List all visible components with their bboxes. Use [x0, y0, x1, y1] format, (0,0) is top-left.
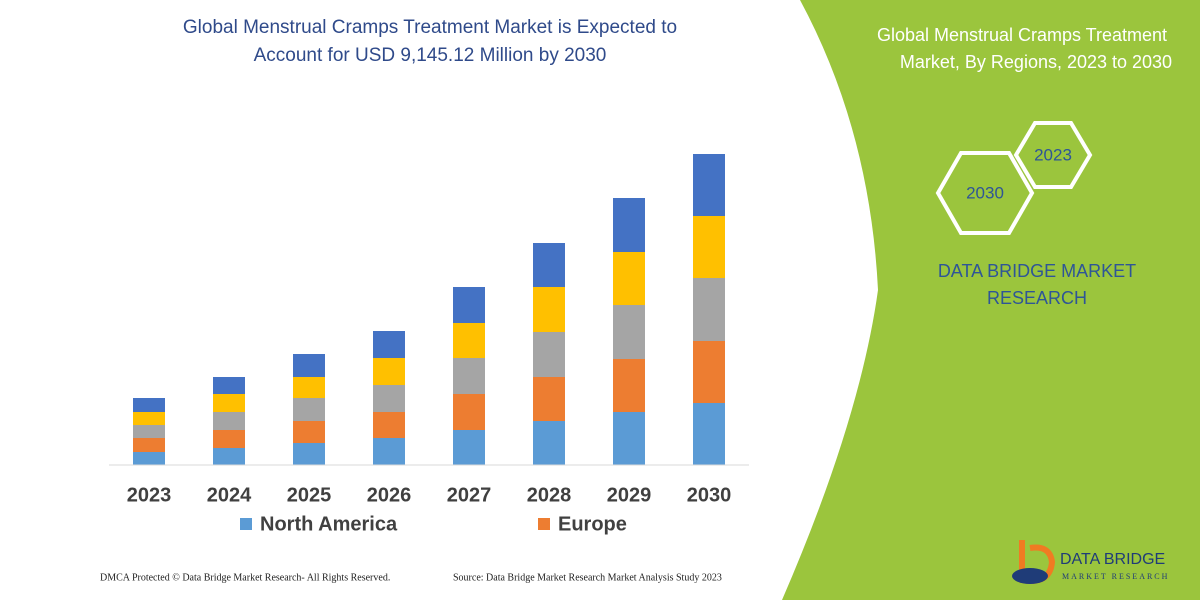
bar-segment [453, 323, 485, 358]
hexagon [1013, 121, 1093, 189]
bar-segment [133, 412, 165, 425]
x-tick-label: 2027 [447, 484, 492, 506]
x-tick-label: 2025 [287, 484, 332, 506]
logo-mark [1012, 568, 1048, 584]
bar-segment [373, 385, 405, 412]
bar-segment [693, 403, 725, 465]
x-tick-label: 2029 [607, 484, 652, 506]
bar-segment [373, 358, 405, 385]
bar-segment [613, 252, 645, 305]
x-tick-label: 2024 [207, 484, 252, 506]
bar-segment [133, 452, 165, 465]
x-tick-label: 2023 [127, 484, 172, 506]
bar-segment [293, 421, 325, 443]
x-tick-label: 2028 [527, 484, 572, 506]
footer-text: DMCA Protected © Data Bridge Market Rese… [100, 572, 390, 583]
bar-segment [213, 412, 245, 430]
legend-label: North America [260, 513, 398, 535]
bar-segment [373, 331, 405, 358]
bar-segment [693, 278, 725, 341]
legend-swatch [538, 518, 550, 530]
bar-segment [693, 341, 725, 403]
panel-title: Global Menstrual Cramps Treatment [877, 25, 1167, 45]
hexagon-label: 2030 [966, 183, 1004, 202]
logo-text: DATA BRIDGE [1060, 551, 1165, 568]
plot: 2023 2024 2025 2026 2027 2028 2029 2030 North Am… [109, 154, 749, 535]
bar-segment [213, 430, 245, 448]
bar-segment [293, 398, 325, 421]
bar-segment [293, 443, 325, 465]
footer-text: Source: Data Bridge Market Research Mark… [453, 572, 722, 583]
logo: DATA BRIDGE MARKET RESEARCH [1012, 540, 1169, 584]
bar-segment [533, 421, 565, 465]
bar-segment [453, 394, 485, 430]
bar-segment [533, 377, 565, 421]
legend-swatch [240, 518, 252, 530]
bar-segment [293, 377, 325, 398]
bar-segment [613, 198, 645, 252]
bar-segment [293, 354, 325, 377]
bar-segment [613, 412, 645, 465]
brand-text: RESEARCH [987, 288, 1087, 308]
bar-segment [133, 398, 165, 412]
bar-segment [453, 287, 485, 323]
x-tick-label: 2026 [367, 484, 412, 506]
bar-segment [533, 287, 565, 332]
legend-label: Europe [558, 513, 627, 535]
brand-text: DATA BRIDGE MARKET [938, 261, 1136, 281]
bar-segment [693, 154, 725, 216]
bar-segment [133, 438, 165, 452]
logo-text: MARKET RESEARCH [1062, 572, 1169, 581]
bar-segment [373, 438, 405, 465]
bar-segment [613, 359, 645, 412]
bar-segment [213, 394, 245, 412]
bar-segment [533, 243, 565, 287]
green-panel [782, 0, 1200, 600]
bar-segment [453, 358, 485, 394]
chart-title: Global Menstrual Cramps Treatment Market… [183, 17, 677, 38]
bar-segment [373, 412, 405, 438]
bar-segment [453, 430, 485, 465]
bar-segment [213, 448, 245, 465]
bar-segment [533, 332, 565, 377]
x-tick-label: 2030 [687, 484, 732, 506]
bar-segment [133, 425, 165, 438]
bar-segment [613, 305, 645, 359]
hexagon [935, 151, 1035, 235]
bar-segment [693, 216, 725, 278]
panel-title: Market, By Regions, 2023 to 2030 [900, 52, 1172, 72]
bar-segment [213, 377, 245, 394]
hexagon-label: 2023 [1034, 145, 1072, 164]
chart-title: Account for USD 9,145.12 Million by 2030 [254, 45, 607, 66]
